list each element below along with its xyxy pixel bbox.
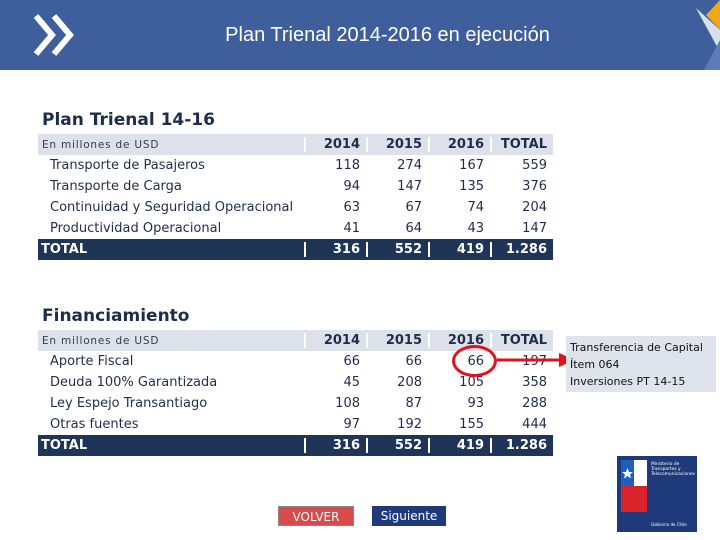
cell-value: 559 bbox=[490, 158, 553, 173]
cell-value: 41 bbox=[304, 221, 366, 236]
cell-value: 105 bbox=[428, 375, 490, 390]
total-row: TOTAL 316 552 419 1.286 bbox=[38, 239, 553, 260]
cell-value: 108 bbox=[304, 396, 366, 411]
cell-value: 147 bbox=[366, 179, 428, 194]
cell-value: 118 bbox=[304, 158, 366, 173]
cell-value: 66 bbox=[366, 354, 428, 369]
total-header: TOTAL bbox=[490, 137, 553, 152]
year-header: 2014 bbox=[304, 333, 366, 348]
cell-value: 97 bbox=[304, 417, 366, 432]
cell-value: 67 bbox=[366, 200, 428, 215]
row-label: Transporte de Pasajeros bbox=[50, 158, 205, 173]
logo-bottom-text: Gobierno de Chile bbox=[651, 522, 687, 527]
row-label: Deuda 100% Garantizada bbox=[50, 375, 218, 390]
row-label: Productividad Operacional bbox=[50, 221, 222, 236]
note-box: Transferencia de Capital Ítem 064 Invers… bbox=[566, 336, 716, 392]
header-bar: Plan Trienal 2014-2016 en ejecución bbox=[0, 0, 720, 70]
cell-value: 74 bbox=[428, 200, 490, 215]
table-row: Productividad Operacional 41 64 43 147 bbox=[38, 218, 553, 239]
row-label: Continuidad y Seguridad Operacional bbox=[50, 200, 294, 215]
table-row: Otras fuentes 97 192 155 444 bbox=[38, 414, 553, 435]
total-row: TOTAL 316 552 419 1.286 bbox=[38, 435, 553, 456]
total-value: 1.286 bbox=[490, 438, 553, 453]
row-label: Aporte Fiscal bbox=[50, 354, 134, 369]
logo-line: Transportes y bbox=[651, 467, 681, 473]
corner-arrow-icon bbox=[696, 0, 720, 70]
cell-value: 43 bbox=[428, 221, 490, 236]
cell-value: 274 bbox=[366, 158, 428, 173]
year-header: 2014 bbox=[304, 137, 366, 152]
note-line: Inversiones PT 14-15 bbox=[570, 375, 686, 388]
cell-value: 376 bbox=[490, 179, 553, 194]
highlight-circle bbox=[452, 345, 497, 377]
total-label: TOTAL bbox=[41, 242, 88, 257]
siguiente-button[interactable]: Siguiente bbox=[372, 506, 446, 526]
table-row: Deuda 100% Garantizada 45 208 105 358 bbox=[38, 372, 553, 393]
cell-value: 147 bbox=[490, 221, 553, 236]
row-label: Transporte de Carga bbox=[50, 179, 182, 194]
logo-line: Telecomunicaciones bbox=[651, 472, 695, 478]
cell-value: 94 bbox=[304, 179, 366, 194]
table-row: Transporte de Pasajeros 118 274 167 559 bbox=[38, 155, 553, 176]
note-line: Transferencia de Capital bbox=[570, 341, 703, 354]
plan-table: Plan Trienal 14-16 En millones de USD 20… bbox=[38, 110, 553, 260]
volver-button[interactable]: VOLVER bbox=[278, 506, 354, 526]
cell-value: 167 bbox=[428, 158, 490, 173]
financing-table: Financiamiento En millones de USD 2014 2… bbox=[38, 306, 553, 456]
double-chevron-icon[interactable] bbox=[30, 12, 80, 58]
note-line: Ítem 064 bbox=[570, 358, 620, 371]
year-header: 2016 bbox=[428, 137, 490, 152]
year-header: 2015 bbox=[366, 333, 428, 348]
cell-value: 192 bbox=[366, 417, 428, 432]
total-value: 419 bbox=[428, 438, 490, 453]
cell-value: 93 bbox=[428, 396, 490, 411]
row-label: Ley Espejo Transantiago bbox=[50, 396, 208, 411]
logo-flag-icon bbox=[621, 460, 647, 512]
unit-label: En millones de USD bbox=[42, 138, 160, 151]
cell-value: 64 bbox=[366, 221, 428, 236]
cell-value: 63 bbox=[304, 200, 366, 215]
logo-line: Ministerio de bbox=[651, 462, 680, 467]
total-label: TOTAL bbox=[41, 438, 88, 453]
arrow-icon bbox=[497, 353, 575, 367]
cell-value: 66 bbox=[304, 354, 366, 369]
cell-value: 45 bbox=[304, 375, 366, 390]
total-value: 552 bbox=[366, 438, 428, 453]
row-label: Otras fuentes bbox=[50, 417, 139, 432]
total-value: 419 bbox=[428, 242, 490, 257]
page-title: Plan Trienal 2014-2016 en ejecución bbox=[225, 24, 550, 46]
total-value: 316 bbox=[304, 438, 366, 453]
plan-table-title: Plan Trienal 14-16 bbox=[42, 110, 215, 130]
cell-value: 358 bbox=[490, 375, 553, 390]
table-row: Ley Espejo Transantiago 108 87 93 288 bbox=[38, 393, 553, 414]
financing-table-title: Financiamiento bbox=[42, 306, 190, 326]
total-value: 552 bbox=[366, 242, 428, 257]
financing-header-row: En millones de USD 2014 2015 2016 TOTAL bbox=[38, 330, 553, 351]
cell-value: 208 bbox=[366, 375, 428, 390]
total-header: TOTAL bbox=[490, 333, 553, 348]
year-header: 2015 bbox=[366, 137, 428, 152]
total-value: 316 bbox=[304, 242, 366, 257]
cell-value: 135 bbox=[428, 179, 490, 194]
plan-header-row: En millones de USD 2014 2015 2016 TOTAL bbox=[38, 134, 553, 155]
total-value: 1.286 bbox=[490, 242, 553, 257]
table-row: Continuidad y Seguridad Operacional 63 6… bbox=[38, 197, 553, 218]
table-row: Transporte de Carga 94 147 135 376 bbox=[38, 176, 553, 197]
cell-value: 155 bbox=[428, 417, 490, 432]
year-header: 2016 bbox=[428, 333, 490, 348]
logo-text: Ministerio de Transportes y Telecomunica… bbox=[651, 462, 695, 478]
cell-value: 288 bbox=[490, 396, 553, 411]
ministry-logo: Ministerio de Transportes y Telecomunica… bbox=[617, 456, 697, 532]
cell-value: 204 bbox=[490, 200, 553, 215]
cell-value: 87 bbox=[366, 396, 428, 411]
unit-label: En millones de USD bbox=[42, 334, 160, 347]
cell-value: 444 bbox=[490, 417, 553, 432]
